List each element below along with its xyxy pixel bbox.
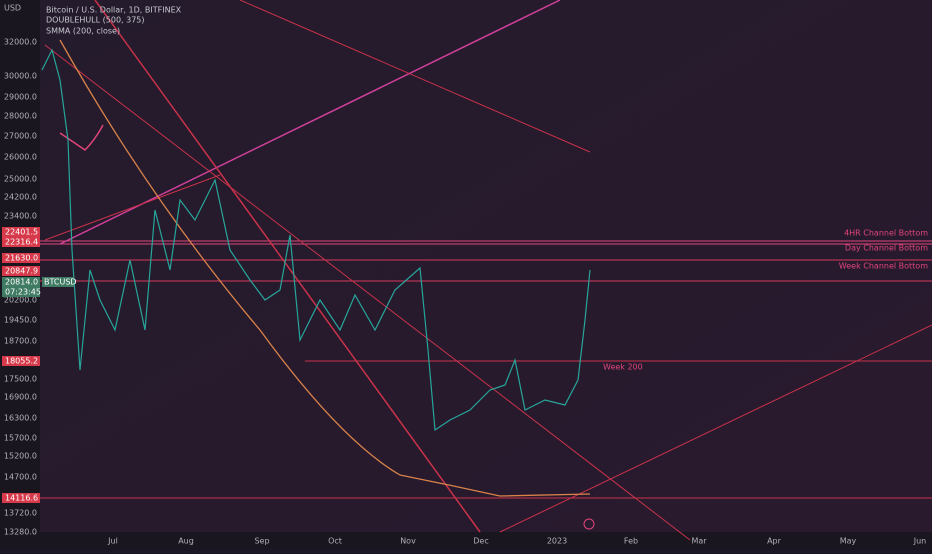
price-label: 13720.0 bbox=[4, 509, 37, 518]
header-title: Bitcoin / U.S. Dollar, 1D, BITFINEX bbox=[46, 6, 182, 15]
price-label: 14700.0 bbox=[4, 473, 37, 482]
time-label: 2023 bbox=[547, 537, 567, 546]
currency: USD bbox=[4, 4, 21, 13]
symbol: BTCUSD bbox=[44, 278, 77, 287]
price-label: 17500.0 bbox=[4, 375, 37, 384]
hand-drawn-arrow bbox=[59, 124, 104, 151]
price-tag-label: 14116.6 bbox=[5, 494, 38, 503]
annotation: 4HR Channel Bottom bbox=[844, 229, 928, 238]
indicator: DOUBLEHULL (500, 375) bbox=[46, 16, 145, 25]
price-label: 13280.0 bbox=[4, 528, 37, 537]
trend-line bbox=[44, 44, 691, 541]
time-label: Apr bbox=[767, 537, 782, 546]
price-label: 32000.0 bbox=[4, 38, 37, 47]
annotation: Week Channel Bottom bbox=[839, 262, 928, 271]
price-tag-label: 20814.0 bbox=[5, 278, 38, 287]
price-tag bbox=[2, 237, 40, 247]
time-axis-panel bbox=[0, 532, 932, 550]
price-tag bbox=[2, 277, 40, 287]
time-label: Oct bbox=[328, 537, 342, 546]
price-tag bbox=[2, 356, 40, 366]
annotation: Day Channel Bottom bbox=[845, 244, 928, 253]
price-label: 24200.0 bbox=[4, 193, 37, 202]
countdown: 07:23:45 bbox=[5, 288, 41, 297]
time-label: Jun bbox=[913, 537, 927, 546]
price-tag-label: 22316.4 bbox=[5, 238, 38, 247]
time-label: May bbox=[840, 537, 857, 546]
time-label: Mar bbox=[691, 537, 707, 546]
time-label: Dec bbox=[473, 537, 488, 546]
drawings bbox=[40, 0, 932, 541]
price-path bbox=[41, 48, 591, 432]
price-tag bbox=[2, 253, 40, 263]
indicator: SMMA (200, close) bbox=[46, 27, 120, 36]
price-label: 20200.0 bbox=[4, 296, 37, 305]
trend-line bbox=[499, 324, 932, 533]
price-label: 19450.0 bbox=[4, 316, 37, 325]
time-label: Nov bbox=[400, 537, 416, 546]
price-tag-label: 18055.2 bbox=[5, 357, 38, 366]
countdown-tag bbox=[2, 287, 40, 297]
trend-line bbox=[239, 0, 591, 153]
annotation: Week 200 bbox=[603, 363, 643, 372]
price-tag bbox=[2, 227, 40, 237]
price-label: 16900.0 bbox=[4, 393, 37, 402]
smma-curve bbox=[59, 39, 591, 497]
event-icon bbox=[583, 518, 595, 530]
price-tag-label: 21630.0 bbox=[5, 254, 38, 263]
price-label: 29000.0 bbox=[4, 93, 37, 102]
trend-line bbox=[44, 174, 221, 241]
price-tag-label: 22401.5 bbox=[5, 228, 38, 237]
time-label: Aug bbox=[178, 537, 194, 546]
symbol-tag bbox=[42, 277, 74, 287]
price-label: 15700.0 bbox=[4, 434, 37, 443]
price-label: 15200.0 bbox=[4, 452, 37, 461]
time-label: Sep bbox=[254, 537, 269, 546]
price-label: 28000.0 bbox=[4, 112, 37, 121]
price-label: 16300.0 bbox=[4, 414, 37, 423]
price-label: 18700.0 bbox=[4, 337, 37, 346]
price-label: 25000.0 bbox=[4, 175, 37, 184]
price-tag bbox=[2, 266, 40, 276]
price-tag-label: 20847.9 bbox=[5, 267, 38, 276]
price-label: 23400.0 bbox=[4, 212, 37, 221]
time-label: Feb bbox=[624, 537, 638, 546]
price-tag bbox=[2, 493, 40, 503]
time-label: Jul bbox=[107, 537, 118, 546]
trend-line bbox=[94, 0, 481, 533]
price-label: 26000.0 bbox=[4, 153, 37, 162]
price-label: 30000.0 bbox=[4, 72, 37, 81]
price-label: 27000.0 bbox=[4, 132, 37, 141]
